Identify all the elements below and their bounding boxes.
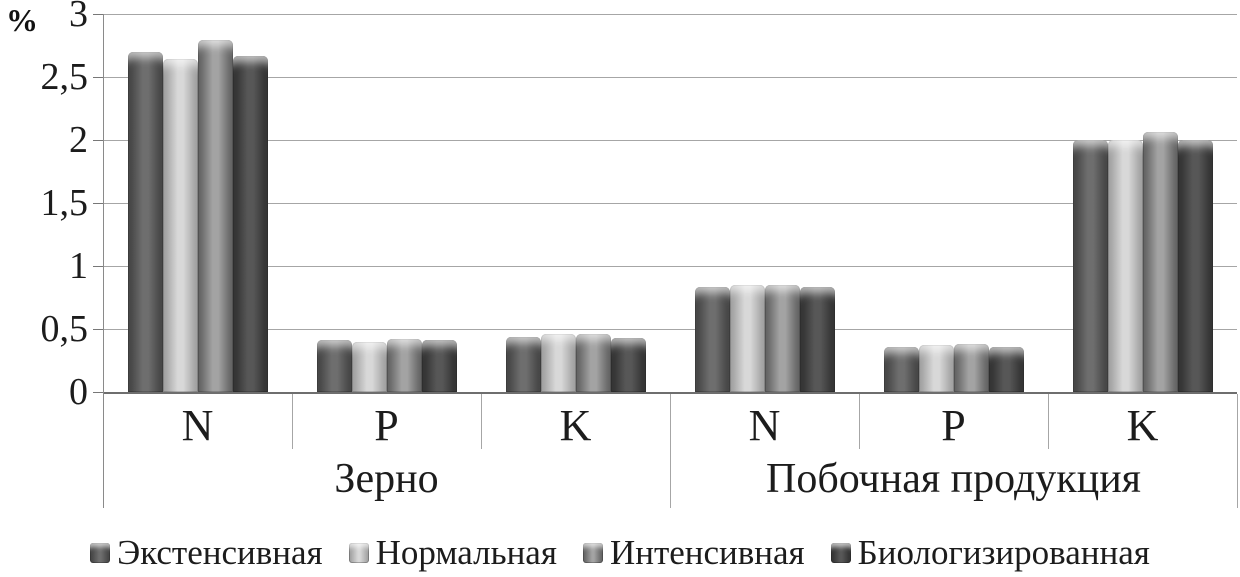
y-tick-label: 0,5 [40,308,89,350]
group-label: Побочная продукция [766,456,1141,502]
legend-label: Экстенсивная [117,533,323,572]
y-tick-label: 1,5 [40,182,89,224]
group-divider [1237,394,1238,508]
gridline [103,329,1237,330]
category-label: N [748,401,781,450]
legend-item: Интенсивная [582,533,805,573]
category-divider [859,394,860,449]
bar [729,284,765,392]
y-axis-tick [93,392,103,393]
y-axis-tick [93,329,103,330]
y-axis-tick [93,203,103,204]
category-label: N [181,401,214,450]
category-divider [1048,394,1049,449]
legend-marker-icon [582,543,603,563]
y-axis-tick [93,266,103,267]
bar [988,346,1024,392]
legend-marker-icon [830,543,851,563]
legend-item: Экстенсивная [90,533,323,573]
x-axis-line [103,392,1237,394]
legend-label: Интенсивная [609,533,805,572]
gridline [103,140,1237,141]
bar [1142,132,1178,392]
category-label: P [374,401,399,450]
bar [575,334,611,392]
legend-label: Нормальная [375,533,557,572]
y-tick-label: 2 [69,119,88,161]
gridline [103,14,1237,15]
bar [694,287,730,392]
bar [1107,140,1143,392]
gridline [103,266,1237,267]
y-tick-label: 0 [69,371,88,413]
y-tick-label: 2,5 [40,56,89,98]
legend-item: Биологизированная [830,533,1150,573]
gridline [103,77,1237,78]
legend: Экстенсивная Нормальная Интенсивная Биологи… [0,531,1240,575]
bar [799,287,835,392]
category-label: K [1126,401,1159,450]
y-axis-tick [93,77,103,78]
category-divider [292,394,293,449]
y-tick-label: 1 [69,245,88,287]
bar [127,51,163,392]
category-label: K [559,401,592,450]
category-label: P [941,401,966,450]
bar [386,339,422,392]
legend-marker-icon [348,543,369,563]
bar [540,334,576,392]
bar [883,346,919,392]
bar [351,341,387,392]
group-divider [670,394,671,508]
y-axis-line [103,14,104,508]
bar [162,59,198,392]
bar [1177,140,1213,392]
bar [421,340,457,392]
bar [316,340,352,392]
y-axis-tick [93,140,103,141]
legend-item: Нормальная [348,533,557,573]
legend-marker-icon [90,543,111,563]
gridline [103,203,1237,204]
group-label: Зерно [334,456,439,502]
bar [505,336,541,392]
category-divider [481,394,482,449]
bar [918,345,954,392]
bar [1072,140,1108,392]
bar [610,337,646,392]
legend-label: Биологизированная [857,533,1150,572]
bar [953,344,989,392]
y-tick-label: 3 [69,0,88,35]
y-axis-tick [93,14,103,15]
bar [197,40,233,392]
y-axis-unit-label: % [6,2,38,38]
bar [764,284,800,392]
bar [232,55,268,392]
